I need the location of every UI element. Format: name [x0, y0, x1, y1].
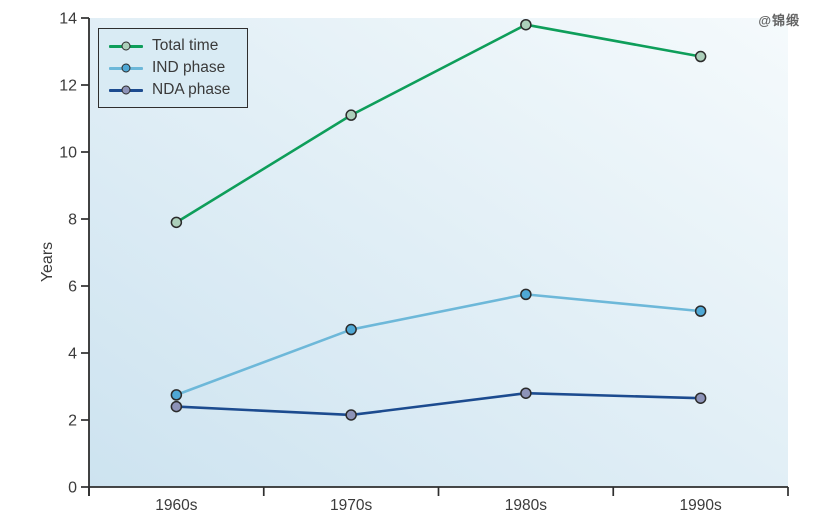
legend-swatch-ind-phase	[109, 62, 143, 74]
y-axis-title: Years	[39, 241, 56, 283]
series-line-total-time	[175, 23, 702, 224]
legend-label: IND phase	[152, 59, 226, 76]
legend-item-nda-phase: NDA phase	[109, 80, 241, 100]
legend-label: NDA phase	[152, 81, 231, 98]
data-point-total-time-1980s	[520, 18, 532, 31]
legend-item-total-time: Total time	[109, 36, 241, 56]
y-tick-label: 14	[59, 11, 77, 28]
x-tick-label: 1970s	[330, 497, 372, 514]
data-point-ind-phase-1990s	[694, 305, 707, 317]
x-tick-label: 1980s	[505, 497, 547, 514]
legend-marker-icon	[121, 85, 131, 95]
series-line-nda-phase	[175, 391, 702, 417]
x-tick-label: 1990s	[680, 497, 722, 514]
legend: Total time IND phase NDA phase	[98, 28, 248, 108]
data-point-nda-phase-1980s	[520, 387, 532, 399]
legend-marker-icon	[121, 63, 131, 73]
series-line-ind-phase	[175, 293, 702, 397]
legend-label: Total time	[152, 37, 219, 54]
legend-swatch-total-time	[109, 40, 143, 52]
y-tick-label: 4	[68, 346, 77, 363]
data-point-total-time-1990s	[694, 50, 707, 63]
y-tick-label: 12	[59, 78, 77, 95]
data-point-nda-phase-1970s	[345, 409, 357, 421]
data-point-nda-phase-1960s	[170, 400, 183, 413]
x-tick-label: 1960s	[155, 497, 197, 514]
data-point-nda-phase-1990s	[694, 392, 707, 404]
y-tick-label: 10	[59, 145, 77, 162]
y-tick-label: 6	[68, 279, 77, 296]
legend-marker-icon	[121, 41, 131, 51]
data-point-ind-phase-1970s	[345, 323, 357, 336]
y-tick-label: 2	[68, 413, 77, 430]
data-point-total-time-1960s	[170, 216, 183, 229]
data-point-ind-phase-1980s	[520, 288, 532, 301]
legend-swatch-nda-phase	[109, 84, 143, 96]
watermark: @锦缎	[758, 13, 800, 28]
data-point-total-time-1970s	[345, 109, 357, 121]
data-point-ind-phase-1960s	[170, 389, 183, 401]
y-tick-label: 8	[68, 212, 77, 229]
legend-item-ind-phase: IND phase	[109, 58, 241, 78]
y-tick-label: 0	[68, 480, 77, 497]
